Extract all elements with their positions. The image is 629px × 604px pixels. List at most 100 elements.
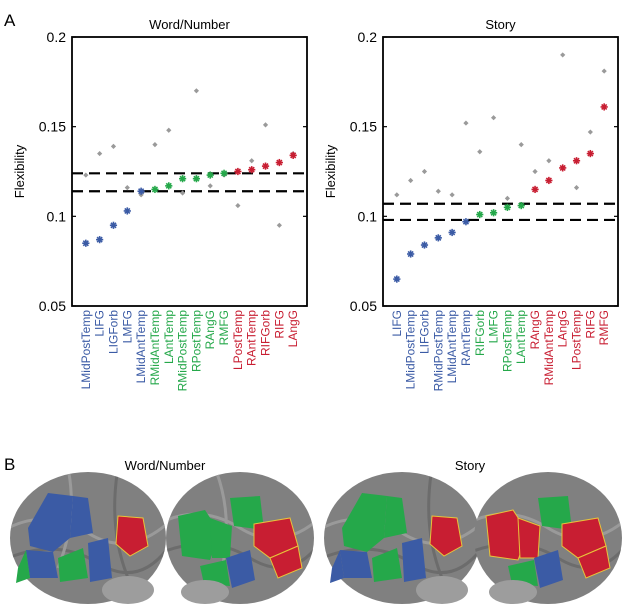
x-tick-label: RAntTemp [459,310,473,366]
comparison-point [601,68,607,74]
x-tick-label: RAngG [203,310,217,349]
data-point [289,151,297,159]
comparison-point [560,52,566,58]
star-stroke [449,229,456,236]
comparison-point [490,115,497,121]
star-stroke [587,150,594,157]
comparison-point [587,129,593,135]
star-stroke [248,166,255,173]
data-point [545,176,553,185]
x-tick-label: RMFG [597,310,611,345]
x-tick-label: LAngG [286,310,300,347]
comparison-point [477,149,483,155]
y-axis-label: Flexibility [323,144,338,198]
brain-title-story: Story [455,458,486,473]
chart-title: Word/Number [149,17,230,32]
comparison-point [193,88,200,94]
x-tick-label: RMidPostTemp [176,310,190,392]
star-stroke [573,157,580,164]
comparison-point [276,222,282,228]
comparison-point [179,190,186,196]
x-tick-label: RIFG [272,310,286,339]
star-stroke [165,182,172,189]
data-point [137,187,145,195]
comparison-point [408,177,414,184]
y-tick-label: 0.1 [358,208,378,224]
star-stroke [504,204,511,211]
x-tick-label: RIFGorb [473,310,487,356]
y-tick-label: 0.05 [39,298,66,314]
x-tick-label: LAngG [556,310,570,347]
data-point [151,185,159,194]
x-tick-label: LIFG [390,310,404,337]
plot-frame [71,36,308,307]
star-stroke [476,211,483,218]
data-point [82,239,90,247]
data-point [275,158,283,167]
y-tick-label: 0.15 [39,119,66,135]
comparison-point [421,168,428,175]
star-stroke [559,164,566,171]
x-tick-label: RIFG [583,310,597,339]
x-tick-label: LAntTemp [514,310,528,364]
x-tick-label: RAngG [528,310,542,349]
data-point [109,221,118,229]
data-point [586,149,594,158]
comparison-point [207,183,213,189]
star-stroke [421,241,428,249]
x-tick-label: LMidAntTemp [445,310,459,384]
comparison-point [83,172,89,178]
data-point [248,166,256,174]
comparison-point [262,122,269,128]
brain-panel-story: Story [324,458,622,604]
x-tick-label: LIFGorb [417,310,431,354]
comparison-point [449,192,455,198]
star-stroke [601,103,608,111]
star-stroke [290,152,297,159]
chart-word-number: Word/Number 0.05 0.1 0.15 0.2 Flexibility LMid… [12,17,308,392]
data-point [178,175,187,183]
chart-title: Story [485,17,516,32]
star-stroke [207,172,214,179]
x-tick-label: LIGForb [106,310,120,354]
comparison-point [110,143,117,149]
x-tick-label: LMidPostTemp [79,310,93,390]
comparison-point [463,120,469,126]
panel-label-a: A [4,11,16,30]
data-point [165,182,173,190]
star-stroke [276,159,283,166]
chart-story: Story 0.05 0.1 0.15 0.2 Flexibility LIFG LMidPo… [323,17,619,391]
data-point [517,201,525,210]
comparison-point [249,158,255,164]
x-tick-label: LMFG [487,310,501,343]
data-point [407,250,415,258]
plot-frame [382,36,619,307]
comparison-point [532,168,538,175]
data-point [123,207,131,215]
x-tick-label: RMidAntTemp [148,310,162,386]
data-point [572,157,581,165]
x-tick-label: LIFG [93,310,107,337]
x-tick-label: LMidAntTemp [134,310,148,384]
star-stroke [518,202,525,209]
data-point [476,210,484,219]
x-tick-label: RIFGorb [259,310,273,356]
brain-left-hemisphere-story [324,472,480,604]
data-point [559,164,567,172]
x-tick-label: RMidAntTemp [542,310,556,386]
x-tick-label: RAntTemp [245,310,259,366]
brain-left-hemisphere-word-number [10,472,166,604]
star-stroke [462,218,470,225]
data-point [192,175,201,183]
data-point [420,241,429,249]
comparison-point [546,158,552,164]
star-stroke [262,163,269,170]
data-point [448,228,456,237]
comparison-point [504,195,511,201]
data-point [462,218,470,226]
data-point [96,236,104,244]
data-point [234,167,242,176]
comparison-point [235,202,241,209]
star-stroke [407,250,414,258]
